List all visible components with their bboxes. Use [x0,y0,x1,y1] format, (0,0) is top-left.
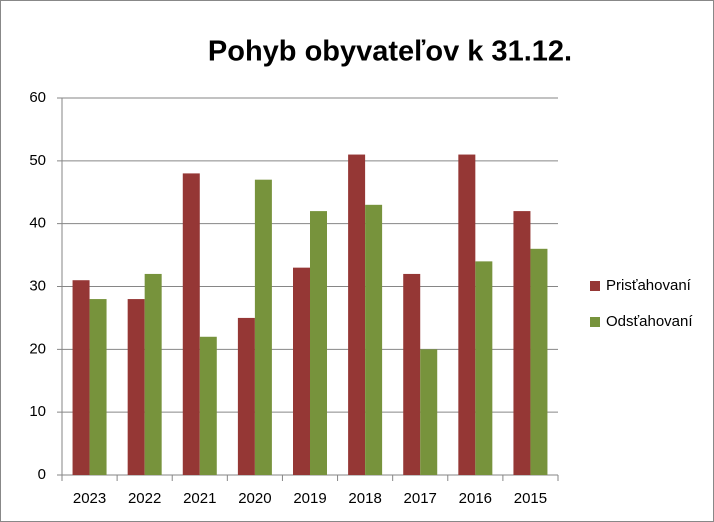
bar [199,336,217,475]
x-tick-label: 2022 [128,490,161,507]
bar [365,204,383,476]
bar [237,317,255,475]
legend-label: Prisťahovaní [606,277,692,294]
bar [72,280,90,475]
bar [348,154,366,476]
x-tick-label: 2018 [348,490,381,507]
x-tick-label: 2019 [293,490,326,507]
y-tick-label: 60 [29,89,46,106]
y-tick-label: 30 [29,277,46,294]
bar [144,273,162,475]
x-tick-label: 2023 [73,490,106,507]
x-tick-label: 2021 [183,490,216,507]
y-tick-label: 20 [29,340,46,357]
bar [513,211,531,475]
bar [254,179,272,475]
bar [458,154,476,476]
bar [89,299,107,475]
bar [530,248,548,475]
bar [475,261,493,475]
bar [182,173,200,475]
bar [293,267,310,475]
legend-label: Odsťahovaní [606,313,693,330]
legend-swatch [590,281,600,291]
y-tick-label: 10 [29,403,46,420]
bar [403,273,421,475]
x-tick-label: 2020 [238,490,271,507]
chart-title: Pohyb obyvateľov k 31.12. [208,36,572,68]
y-tick-label: 0 [38,466,46,483]
bar [310,211,327,475]
bar [420,349,438,475]
x-tick-label: 2017 [404,490,437,507]
x-tick-label: 2015 [514,490,547,507]
legend-swatch [590,317,600,327]
y-tick-label: 50 [29,152,46,169]
bar [127,299,145,475]
x-tick-label: 2016 [459,490,492,507]
y-tick-label: 40 [29,215,46,232]
